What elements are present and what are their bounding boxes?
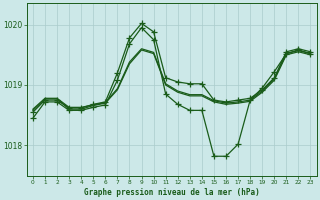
X-axis label: Graphe pression niveau de la mer (hPa): Graphe pression niveau de la mer (hPa) [84, 188, 260, 197]
